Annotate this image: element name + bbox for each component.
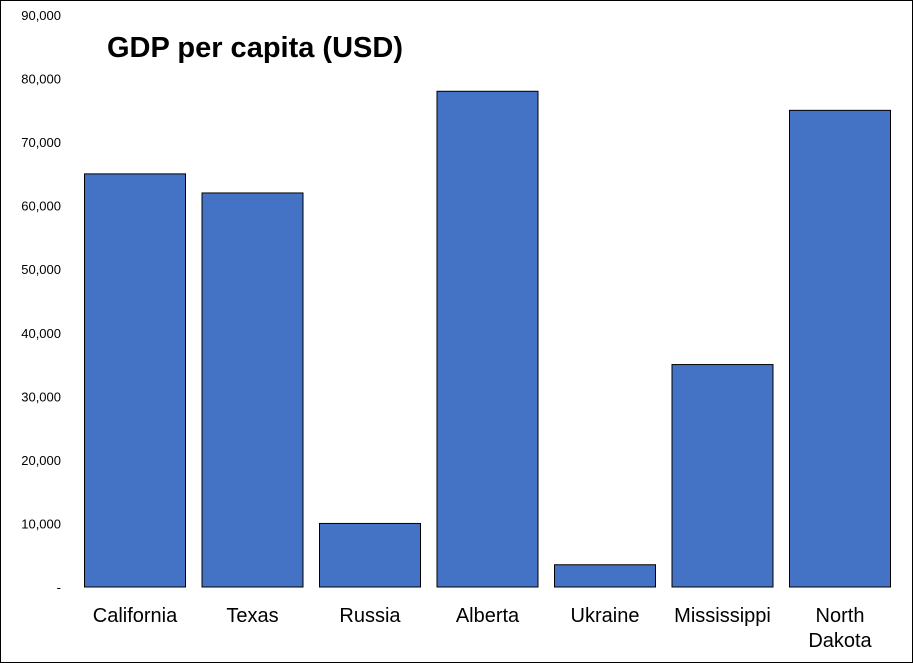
y-tick-label: 90,000 xyxy=(21,8,61,23)
bar xyxy=(789,109,891,588)
x-axis: California Texas Russia Alberta Ukraine Missi… xyxy=(93,605,873,652)
x-tick-label-line: Mississippi xyxy=(674,605,771,627)
x-tick-label-line: Texas xyxy=(226,605,278,627)
chart-title: GDP per capita (USD) xyxy=(107,32,403,64)
x-tick-label-line: North xyxy=(816,605,865,627)
x-tick-label: California xyxy=(93,605,178,627)
x-tick-label-line: California xyxy=(93,605,178,627)
y-tick-label: 70,000 xyxy=(21,135,61,150)
y-tick-label: 40,000 xyxy=(21,326,61,341)
x-tick-label: Mississippi xyxy=(674,605,771,627)
y-tick-label: 60,000 xyxy=(21,199,61,214)
y-tick-label: - xyxy=(57,580,61,595)
x-tick-label: Texas xyxy=(226,605,278,627)
x-tick-label: Ukraine xyxy=(571,605,640,627)
y-tick-label: 50,000 xyxy=(21,262,61,277)
bar xyxy=(671,364,774,588)
bar xyxy=(319,522,421,588)
bar xyxy=(554,564,656,588)
bar xyxy=(84,173,186,588)
y-tick-label: 30,000 xyxy=(21,389,61,404)
x-tick-label: North Dakota xyxy=(808,605,872,652)
y-tick-label: 10,000 xyxy=(21,516,61,531)
bars xyxy=(84,90,891,588)
bar xyxy=(436,90,539,588)
x-tick-label-line: Alberta xyxy=(456,605,520,627)
y-tick-label: 80,000 xyxy=(21,72,61,87)
x-tick-label-line: Ukraine xyxy=(571,605,640,627)
x-tick-label-line: Russia xyxy=(339,605,401,627)
y-tick-label: 20,000 xyxy=(21,453,61,468)
bar xyxy=(201,192,304,588)
x-tick-label-line: Dakota xyxy=(808,630,872,652)
y-axis: - 10,000 20,000 30,000 40,000 50,000 60,000 70,… xyxy=(21,8,61,595)
x-tick-label: Alberta xyxy=(456,605,520,627)
x-tick-label: Russia xyxy=(339,605,401,627)
